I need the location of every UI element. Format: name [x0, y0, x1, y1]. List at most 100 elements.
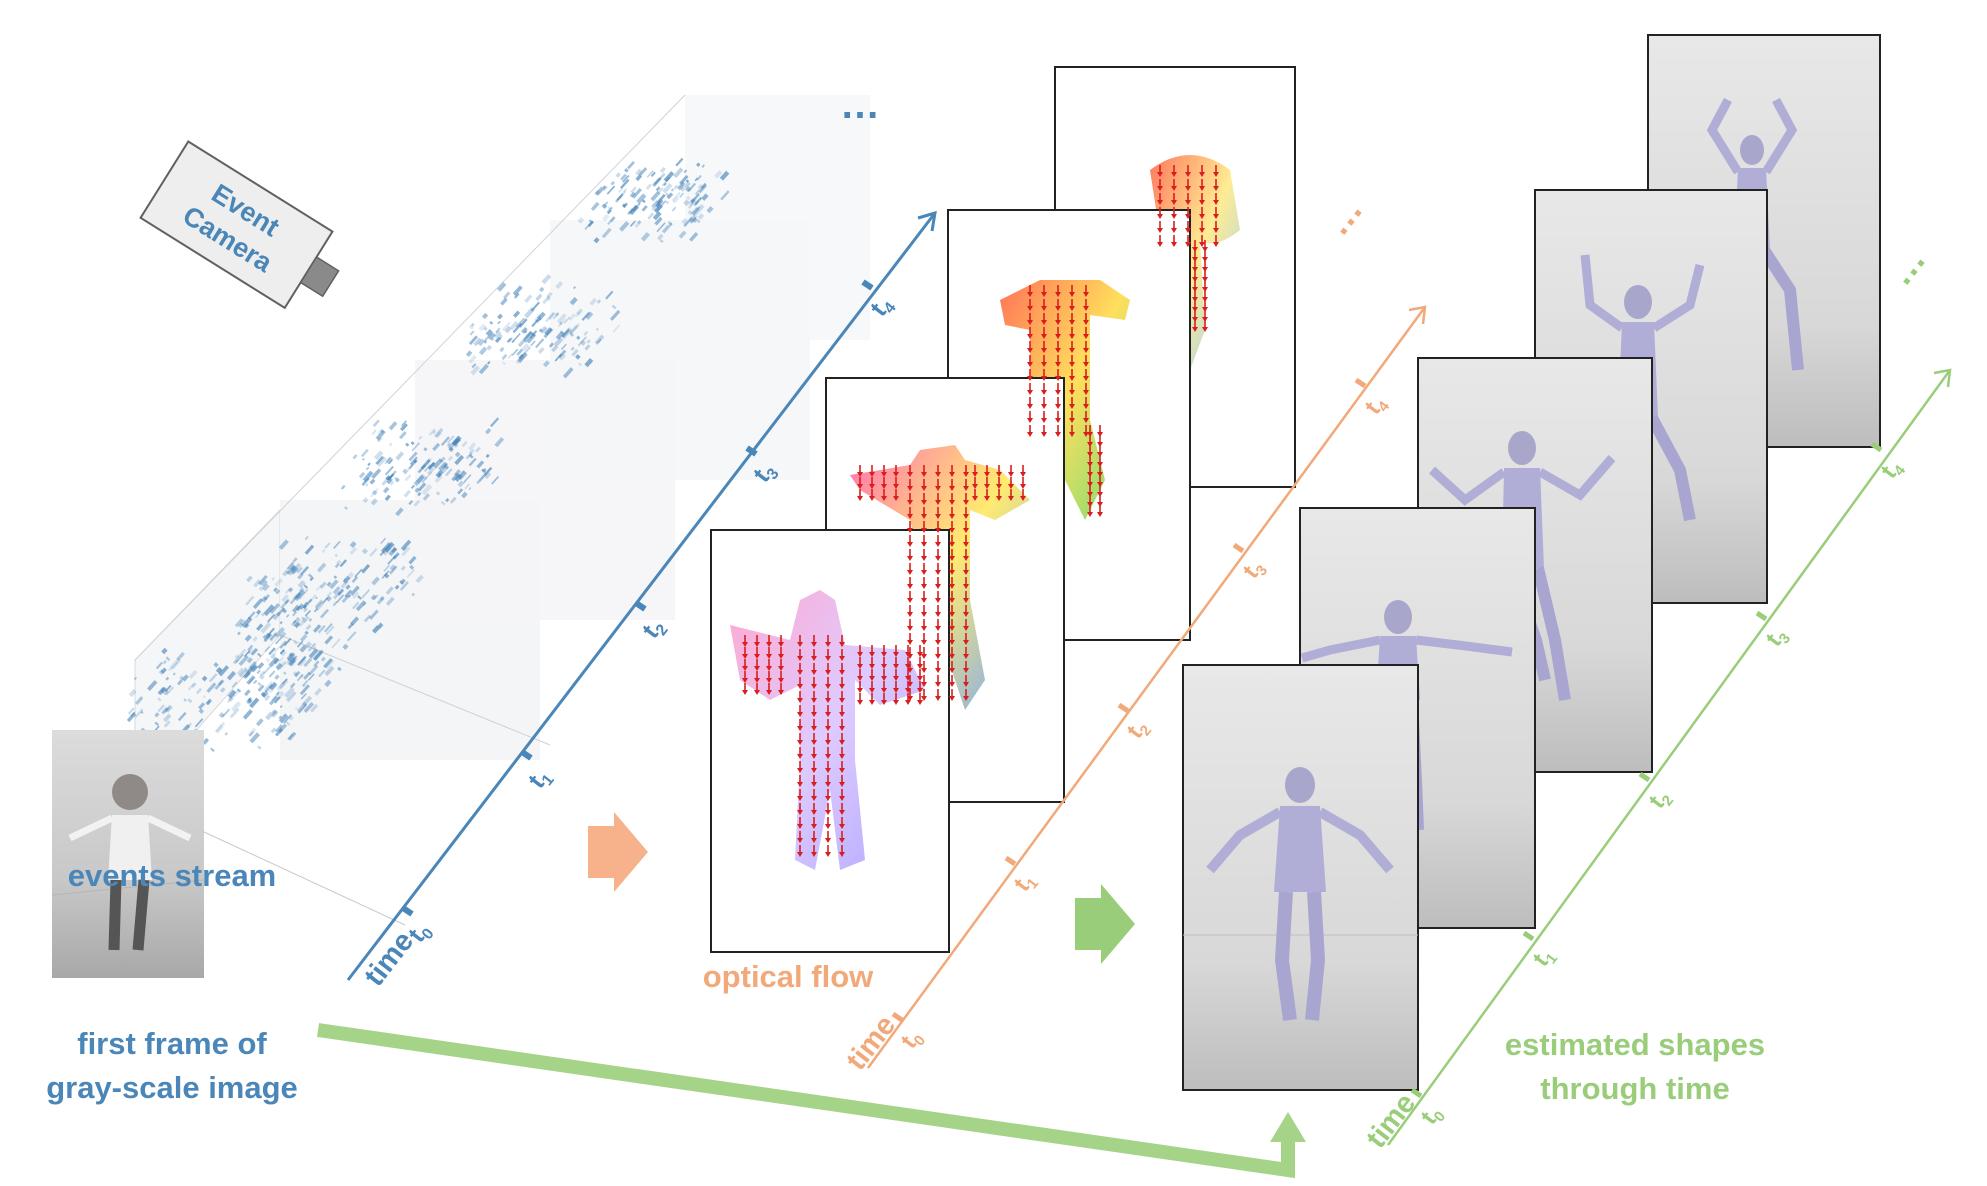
event-point [244, 623, 250, 629]
event-point [298, 586, 305, 594]
event-point [683, 169, 688, 174]
event-point [257, 684, 265, 692]
flow-vector-head [1185, 242, 1191, 247]
event-point [312, 646, 317, 651]
event-point [300, 634, 308, 642]
event-point [500, 297, 508, 306]
event-point [575, 354, 581, 360]
event-point [696, 219, 701, 224]
event-point [622, 174, 630, 183]
shape-frame-0 [1182, 664, 1419, 1091]
event-point [679, 183, 686, 190]
event-point [289, 597, 297, 605]
event-point [651, 201, 660, 210]
flow-vector-head [754, 678, 760, 683]
event-point [421, 483, 433, 496]
event-point [481, 468, 486, 474]
event-point [361, 477, 370, 486]
event-point [575, 311, 581, 318]
event-point [232, 658, 239, 665]
event-point [447, 435, 455, 444]
event-point [546, 291, 553, 299]
flow-vector-head [1083, 320, 1089, 325]
event-point [379, 595, 385, 601]
event-point [219, 687, 226, 693]
event-point [289, 564, 297, 572]
first-gray-frame [51, 730, 205, 978]
flow-vector-head [869, 496, 875, 501]
event-point [307, 642, 317, 652]
event-point [656, 222, 666, 233]
flow-vector-head [881, 484, 887, 489]
flow-vector-head [949, 668, 955, 673]
event-point [432, 458, 443, 469]
event-point [257, 662, 265, 670]
event-point [673, 167, 684, 179]
event-point [651, 205, 657, 211]
flow-vector-head [1027, 348, 1033, 353]
flow-vector-head [1192, 317, 1198, 322]
event-point [627, 160, 635, 170]
shape-tick-label-4: t4 [1875, 454, 1909, 486]
event-point [497, 282, 507, 292]
event-point [493, 330, 502, 339]
event-point [696, 205, 701, 211]
event-point [521, 343, 530, 352]
event-point [370, 498, 378, 506]
flow-vector-head [754, 666, 760, 671]
event-point [483, 339, 488, 344]
event-point [551, 345, 559, 353]
flow-vector-head [907, 682, 913, 687]
event-point [320, 656, 326, 662]
flow-axis-arrowhead-icon [1408, 305, 1427, 325]
event-point [636, 193, 647, 205]
event-point [584, 221, 593, 230]
flow-vector-head [1192, 267, 1198, 272]
event-point [268, 647, 276, 656]
flow-vector-head [1087, 462, 1093, 467]
event-point [497, 320, 501, 325]
flow-vector-head [949, 570, 955, 575]
flow-vector-head [949, 486, 955, 491]
flow-vector-head [1020, 484, 1026, 489]
event-point [293, 589, 306, 602]
flow-vector-head [1083, 292, 1089, 297]
event-point [383, 572, 390, 579]
event-point [294, 670, 301, 678]
event-point [409, 564, 415, 570]
event-point [541, 273, 552, 285]
flow-vector-head [869, 700, 875, 705]
flow-vector-head [811, 726, 817, 731]
flow-vector-head [1083, 362, 1089, 367]
flow-vector-head [1055, 362, 1061, 367]
event-point [296, 701, 308, 713]
flow-vector-head [1083, 404, 1089, 409]
event-point [341, 594, 350, 604]
event-point [268, 670, 276, 678]
event-point [408, 500, 414, 506]
event-point [372, 419, 380, 428]
flow-vector-head [1192, 247, 1198, 252]
flow-vector-head [1213, 200, 1219, 205]
event-point [342, 575, 351, 584]
event-point [250, 647, 259, 656]
event-tick-1 [520, 749, 533, 761]
flow-vector-head [949, 514, 955, 519]
flow-vector-head [881, 496, 887, 501]
event-point [473, 337, 482, 347]
event-point [248, 677, 254, 684]
event-point [299, 684, 310, 696]
event-point [470, 365, 480, 376]
event-point [347, 622, 354, 630]
flow-vector-head [1055, 404, 1061, 409]
flow-vector-head [907, 598, 913, 603]
event-point [337, 666, 342, 672]
flow-vector-head [921, 640, 927, 645]
event-point [514, 292, 520, 299]
event-point [292, 611, 298, 617]
flow-vector-head [1185, 228, 1191, 233]
event-point [299, 658, 307, 667]
event-point [655, 198, 664, 208]
event-point [616, 192, 624, 201]
event-point [287, 731, 297, 741]
